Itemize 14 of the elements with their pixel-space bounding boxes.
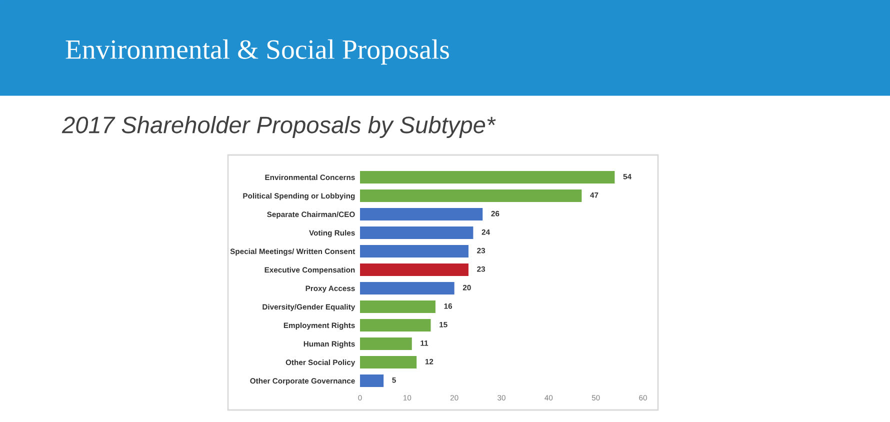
bar [360,189,582,202]
bar [360,318,431,332]
bar [360,244,468,258]
chart-title: Environmental & Social Proposals [66,39,449,65]
bar [360,282,454,295]
bar [360,374,384,388]
bar [360,300,436,314]
chart-subtitle: 2017 Shareholder Proposals by Subtype* [62,116,496,138]
bar [360,208,483,221]
bar [360,337,412,350]
bar [360,226,474,240]
bar [360,356,417,369]
bar [360,170,615,184]
bar [360,263,468,276]
